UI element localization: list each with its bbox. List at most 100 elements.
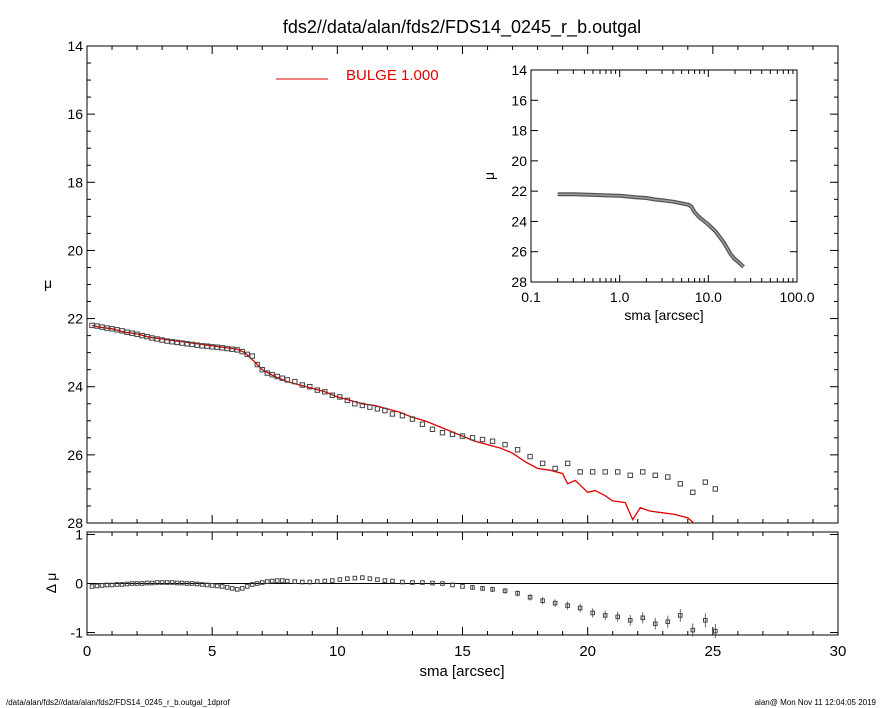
residual-point xyxy=(159,580,165,585)
residual-point xyxy=(244,584,250,589)
data-point xyxy=(589,469,596,475)
inset-panel: 0.1 1.0 10.0 100.0 14 16 18 20 22 24 26 28 sma [arcs… xyxy=(481,62,815,323)
footer-file-path: /data/alan/fds2//data/alan/fds2/FDS14_02… xyxy=(6,698,230,707)
main-y-tick-label: 26 xyxy=(67,447,83,463)
main-y-tick-label: 16 xyxy=(67,106,83,122)
inset-y-tick-label: 14 xyxy=(511,62,527,78)
residual-point xyxy=(527,594,533,600)
residual-point xyxy=(264,579,270,584)
residual-point xyxy=(515,591,520,596)
data-point xyxy=(409,416,416,422)
residual-x-tick-label: 5 xyxy=(208,643,216,660)
inset-frame xyxy=(530,69,798,283)
data-point xyxy=(224,345,230,352)
residual-point xyxy=(315,579,320,584)
residual-point xyxy=(602,613,608,618)
residual-point xyxy=(552,600,558,606)
residual-point xyxy=(104,582,110,588)
main-y-tick-label: 24 xyxy=(67,379,83,395)
residual-point xyxy=(665,619,671,625)
residual-point xyxy=(615,614,621,620)
data-point xyxy=(284,377,290,383)
residual-point xyxy=(184,581,190,586)
data-point xyxy=(149,335,155,341)
inset-x-axis-label: sma [arcsec] xyxy=(624,307,703,323)
residual-point xyxy=(114,582,120,587)
data-point xyxy=(119,328,125,334)
residual-point xyxy=(204,582,210,588)
residual-point xyxy=(279,578,285,583)
residual-point xyxy=(189,581,195,586)
data-point xyxy=(254,361,260,368)
residual-point xyxy=(229,586,235,591)
data-point xyxy=(214,344,220,350)
residual-point xyxy=(540,598,545,603)
residual-point xyxy=(430,580,435,586)
residual-point xyxy=(345,576,350,581)
data-point xyxy=(164,338,170,344)
inset-y-tick-label: 20 xyxy=(511,153,527,169)
data-point xyxy=(89,322,95,329)
data-point xyxy=(329,392,336,398)
inset-y-tick-label: 16 xyxy=(511,92,527,108)
residual-point xyxy=(440,581,445,586)
data-point xyxy=(627,472,633,479)
residual-point xyxy=(410,580,415,585)
data-point xyxy=(514,447,521,453)
residual-point xyxy=(179,580,185,586)
residual-point xyxy=(460,584,465,589)
data-point xyxy=(124,329,130,335)
data-point xyxy=(374,406,381,412)
residual-point xyxy=(129,581,135,586)
data-point xyxy=(677,481,683,487)
data-point xyxy=(249,353,255,359)
data-point xyxy=(94,323,100,329)
data-point xyxy=(204,343,210,349)
main-panel: 14 16 18 20 22 24 26 28 μ BULGE 1.000 xyxy=(44,38,839,531)
data-point xyxy=(159,337,165,343)
data-point xyxy=(229,346,235,352)
data-point xyxy=(109,326,115,332)
inset-x-tick-label: 10.0 xyxy=(695,289,722,305)
data-point xyxy=(139,332,145,339)
data-point xyxy=(439,430,446,436)
data-point xyxy=(244,351,250,358)
data-point xyxy=(552,465,558,472)
inset-y-tick-label: 26 xyxy=(511,244,527,260)
data-point xyxy=(539,460,546,467)
data-point xyxy=(194,342,200,348)
data-point xyxy=(299,382,305,388)
data-point xyxy=(199,343,205,349)
data-point xyxy=(269,372,275,378)
residual-x-tick-label: 15 xyxy=(454,643,471,660)
data-point xyxy=(322,389,328,395)
data-point xyxy=(382,407,388,414)
inset-y-tick-label: 28 xyxy=(511,274,527,290)
residual-x-tick-label: 20 xyxy=(579,643,596,660)
residual-point xyxy=(224,585,230,590)
inset-y-tick-label: 24 xyxy=(511,213,527,229)
data-point xyxy=(274,373,280,380)
data-point xyxy=(184,341,190,347)
data-point xyxy=(292,378,298,385)
data-point xyxy=(129,330,135,336)
data-point xyxy=(99,324,105,330)
data-point xyxy=(104,325,110,331)
residual-point xyxy=(254,581,260,586)
inset-x-tick-label: 0.1 xyxy=(521,289,541,305)
residual-point xyxy=(677,613,683,618)
data-point xyxy=(479,436,486,443)
residual-point xyxy=(502,588,508,594)
residual-point xyxy=(239,586,245,591)
residual-point xyxy=(400,579,405,585)
model-line xyxy=(91,324,695,523)
data-point xyxy=(239,348,245,355)
residual-point xyxy=(703,617,708,623)
residual-panel: 0 5 10 15 20 25 30 -1 0 1 Δ μ sma [arcsec] xyxy=(43,526,846,680)
residual-point xyxy=(124,581,130,587)
residual-point xyxy=(139,581,145,586)
data-point xyxy=(209,344,215,350)
residual-point xyxy=(640,615,646,621)
data-point xyxy=(234,347,240,353)
